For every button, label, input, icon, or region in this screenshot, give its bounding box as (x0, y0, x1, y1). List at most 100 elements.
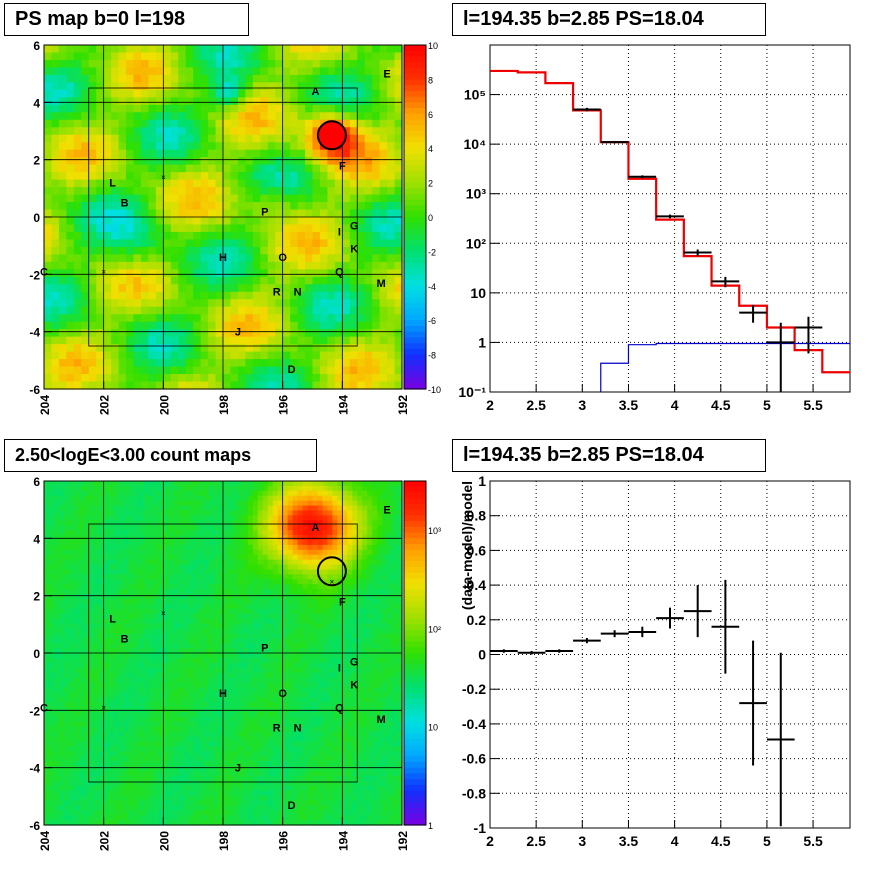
ps-map-colorbar-label: -4 (428, 282, 436, 292)
count-map-x-tick-label: 196 (277, 831, 291, 851)
count-map-source-label: Q (335, 702, 344, 714)
ps-map-source-label: C (40, 266, 48, 278)
count-map-source-label: A (312, 522, 320, 534)
count-map-source-label: G (350, 657, 359, 669)
count-map-ps-circle (316, 556, 347, 587)
ps-map-y-tick-label: 6 (33, 39, 40, 53)
residual-y-tick-label: 0.6 (467, 542, 487, 558)
count-map-y-tick-label: 4 (33, 532, 40, 546)
ps-map-source-label: L (109, 178, 116, 190)
count-map-source-label: O (278, 688, 287, 700)
ps-map-source-label: P (261, 206, 268, 218)
count-map-source-label: C (40, 702, 48, 714)
residual-y-tick-label: -0.2 (462, 681, 486, 697)
count-map-x-tick-label: 200 (157, 831, 171, 851)
ps-map-colorbar-label: 4 (428, 144, 433, 154)
spectrum-x-tick-label: 4 (671, 397, 679, 413)
ps-map-source-label: E (383, 69, 390, 81)
ps-map-colorbar-label: -6 (428, 316, 436, 326)
count-map-source-label: B (121, 634, 129, 646)
ps-map-x-tick-label: 200 (157, 395, 171, 415)
residual-title: l=194.35 b=2.85 PS=18.04 (452, 439, 766, 472)
count-map-source-label: N (294, 723, 302, 735)
ps-map-colorbar (403, 44, 427, 390)
ps-map-colorbar-label: -8 (428, 351, 436, 361)
residual-y-tick-label: 1 (478, 473, 486, 489)
ps-map-y-tick-label: 4 (33, 96, 40, 110)
ps-map-title: PS map b=0 l=198 (4, 3, 249, 36)
residual-x-tick-label: 3 (578, 833, 586, 849)
ps-map-source-label: M (377, 278, 386, 290)
count-map-source-label: R (273, 723, 281, 735)
count-map-x-tick-label: 204 (38, 831, 52, 851)
count-map-marker: × (330, 577, 335, 586)
ps-map-colorbar-label: 10 (428, 41, 438, 51)
count-map-colorbar-label: 10³ (428, 526, 441, 536)
spectrum-y-tick-label: 10⁴ (464, 136, 487, 152)
count-map-source-label: M (377, 714, 386, 726)
count-map-source-label: K (350, 680, 358, 692)
spectrum-frame (489, 44, 851, 393)
ps-map-colorbar-label: 0 (428, 213, 433, 223)
count-map-y-tick-label: -6 (29, 819, 40, 833)
ps-map-y-tick-label: -6 (29, 383, 40, 397)
ps-map-marker: × (101, 267, 106, 276)
ps-map-x-tick-label: 204 (38, 395, 52, 415)
count-map-x-tick-label: 194 (336, 831, 350, 851)
residual-x-tick-label: 4.5 (711, 833, 731, 849)
count-map-colorbar-label: 10 (428, 723, 438, 733)
count-map-colorbar-label: 10² (428, 624, 441, 634)
count-map-colorbar-label: 1 (428, 821, 433, 831)
residual-y-tick-label: 0.2 (467, 612, 487, 628)
spectrum-y-tick-label: 10² (466, 235, 487, 251)
spectrum-y-tick-label: 10⁻¹ (458, 384, 486, 400)
spectrum-x-tick-label: 5 (763, 397, 771, 413)
count-map-cells (44, 481, 403, 826)
spectrum-y-tick-label: 1 (478, 334, 486, 350)
spectrum-model-line (490, 69, 850, 374)
ps-map-x-tick-label: 198 (217, 395, 231, 415)
ps-map-colorbar-label: 6 (428, 110, 433, 120)
ps-map-y-tick-label: -4 (29, 326, 40, 340)
count-map-roi-box (88, 523, 358, 783)
count-map-source-label: F (339, 596, 346, 608)
spectrum-y-tick-label: 10 (470, 285, 486, 301)
ps-map-x-tick-label: 202 (98, 395, 112, 415)
ps-map-source-label: O (278, 252, 287, 264)
spectrum-title: l=194.35 b=2.85 PS=18.04 (452, 3, 766, 36)
residual-x-tick-label: 5.5 (803, 833, 823, 849)
ps-map-marker: × (161, 173, 166, 182)
count-map-source-label: P (261, 642, 268, 654)
spectrum-y-tick-label: 10⁵ (464, 87, 486, 103)
ps-map-roi-box (88, 87, 358, 347)
residual-y-tick-label: 0.8 (467, 508, 487, 524)
count-map-source-label: I (338, 662, 341, 674)
spectrum-x-tick-label: 5.5 (803, 397, 823, 413)
residual-y-tick-label: -0.8 (462, 785, 486, 801)
ps-map-y-tick-label: 2 (33, 154, 40, 168)
residual-y-tick-label: 0.4 (467, 577, 487, 593)
spectrum-y-tick-label: 10³ (466, 186, 487, 202)
ps-map-colorbar-label: 2 (428, 179, 433, 189)
residual-y-tick-label: -0.4 (462, 716, 486, 732)
residual-x-tick-label: 2 (486, 833, 494, 849)
ps-map-source-label: K (350, 244, 358, 256)
spectrum-x-tick-label: 2.5 (526, 397, 546, 413)
count-map-source-label: E (383, 505, 390, 517)
ps-map-source-label: G (350, 221, 359, 233)
spectrum-x-tick-label: 2 (486, 397, 494, 413)
count-map-source-label: L (109, 614, 116, 626)
count-map-x-tick-label: 202 (98, 831, 112, 851)
count-map-y-tick-label: 2 (33, 590, 40, 604)
ps-map-source-label: A (312, 86, 320, 98)
residual-y-axis-label: (data-model)/model (459, 481, 475, 610)
count-map-source-label: H (219, 688, 227, 700)
count-map-title: 2.50<logE<3.00 count maps (4, 439, 317, 472)
spectrum-x-tick-label: 4.5 (711, 397, 731, 413)
ps-map-y-tick-label: -2 (29, 268, 40, 282)
ps-map-source-label: N (294, 287, 302, 299)
ps-map-y-tick-label: 0 (33, 211, 40, 225)
